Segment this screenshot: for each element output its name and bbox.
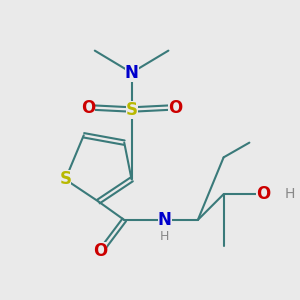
Text: S: S xyxy=(126,100,138,118)
Text: S: S xyxy=(59,170,71,188)
Text: H: H xyxy=(285,187,295,201)
Text: O: O xyxy=(168,99,182,117)
Text: N: N xyxy=(158,211,172,229)
Text: H: H xyxy=(160,230,169,243)
Text: O: O xyxy=(81,99,95,117)
Text: O: O xyxy=(256,185,271,203)
Text: N: N xyxy=(125,64,139,82)
Text: O: O xyxy=(93,242,107,260)
